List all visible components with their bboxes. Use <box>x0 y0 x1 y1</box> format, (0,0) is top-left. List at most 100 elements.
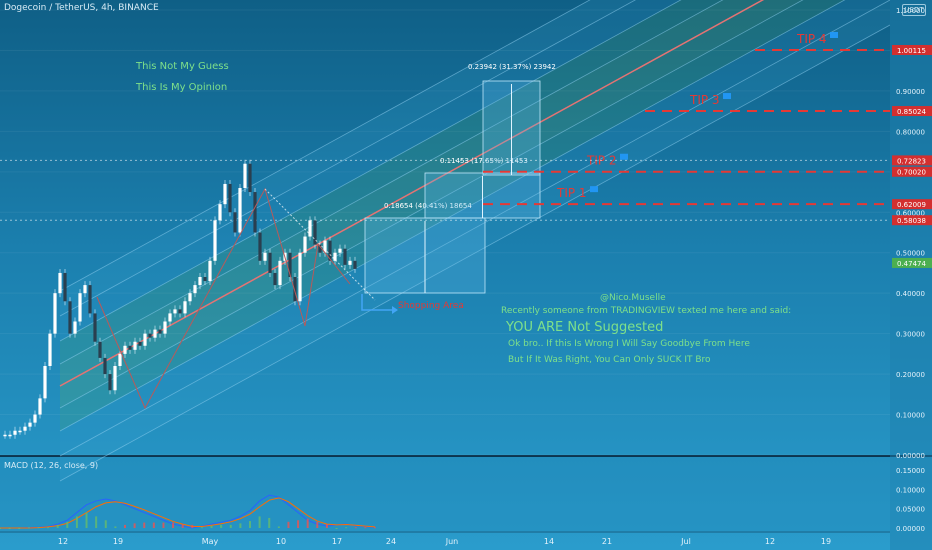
measure-label: 0.23942 (31.37%) 23942 <box>468 63 556 71</box>
channel-line <box>59 0 846 432</box>
candle <box>158 329 162 334</box>
note-opinion: This Is My Opinion <box>136 82 228 93</box>
candle <box>73 321 77 334</box>
macd-histogram-bar <box>345 527 348 529</box>
macd-histogram-bar <box>124 524 126 528</box>
candle <box>18 430 22 433</box>
target-flag-icon <box>620 153 628 160</box>
candle <box>53 293 57 334</box>
note-line2: YOU ARE Not Suggested <box>506 320 664 335</box>
macd-y-tick-label: 0.10000 <box>896 486 925 494</box>
candle <box>88 285 92 314</box>
candle <box>268 252 272 273</box>
macd-histogram-bar <box>220 524 223 528</box>
macd-histogram-bar <box>27 527 30 529</box>
channel-line <box>59 0 724 365</box>
macd-histogram-bar <box>18 528 21 529</box>
target-label: TIP 3 <box>689 93 720 107</box>
macd-histogram-bar <box>335 528 338 529</box>
candle <box>113 366 117 391</box>
candle <box>233 212 237 233</box>
candle <box>333 252 337 261</box>
candle <box>188 293 192 302</box>
shopping-arrow-head <box>392 306 398 314</box>
candle <box>343 248 347 265</box>
target-flag-icon <box>723 93 731 100</box>
candle <box>48 333 52 366</box>
y-tick-label: 1.10000 <box>896 7 925 15</box>
measure-label: 0.11453 (17.65%) 11453 <box>440 157 528 165</box>
target-label: TIP 1 <box>556 186 587 200</box>
macd-histogram-bar <box>229 524 232 528</box>
price-tag-label: 0.58038 <box>897 217 926 225</box>
macd-histogram-bar <box>114 526 117 528</box>
macd-histogram-bar <box>47 527 50 529</box>
price-tag <box>892 166 932 177</box>
candle <box>273 272 277 286</box>
target-flag-icon <box>590 186 598 193</box>
x-tick-label: May <box>202 537 219 546</box>
currency-badge[interactable]: USDT <box>902 4 926 16</box>
macd-title: MACD (12, 26, close, 9) <box>4 461 99 470</box>
channel-line <box>59 0 682 342</box>
candle <box>228 183 232 213</box>
macd-histogram-bar <box>66 521 69 528</box>
zigzag-line <box>96 187 351 410</box>
x-tick-label: 19 <box>113 537 123 546</box>
candle <box>13 430 17 435</box>
candle <box>83 285 87 294</box>
signal-line <box>0 497 376 529</box>
candle <box>313 220 317 245</box>
candle <box>253 192 257 233</box>
x-tick-label: 10 <box>276 537 286 546</box>
price-tag <box>892 257 932 268</box>
macd-histogram-bar <box>75 516 78 528</box>
price-tag-label: 0.47474 <box>897 260 926 268</box>
macd-panel-bg <box>0 457 890 531</box>
macd-histogram-bar <box>85 512 88 528</box>
candle <box>278 260 282 286</box>
x-tick-label: 19 <box>821 537 831 546</box>
macd-histogram-bar <box>258 516 261 528</box>
macd-histogram-bar <box>0 528 1 529</box>
candle <box>43 366 47 399</box>
macd-histogram-bar <box>249 521 251 528</box>
x-tick-label: 17 <box>332 537 342 546</box>
price-axis-bg <box>890 0 932 550</box>
chart-title: Dogecoin / TetherUS, 4h, BINANCE <box>4 3 159 13</box>
y-tick-label: 0.40000 <box>896 290 925 298</box>
macd-histogram-bar <box>143 522 146 528</box>
channel-band <box>60 0 890 481</box>
candle <box>353 260 357 269</box>
candle <box>138 341 142 346</box>
target-label: TIP 4 <box>796 32 827 46</box>
x-tick-label: Jun <box>445 537 459 546</box>
candle <box>238 188 242 233</box>
candle <box>293 277 297 302</box>
price-tag <box>892 199 932 210</box>
candle <box>168 313 172 322</box>
macd-histogram-bar <box>95 516 98 528</box>
y-tick-label: 0.20000 <box>896 371 925 379</box>
note-author: @Nico.Muselle <box>600 293 666 303</box>
macd-histogram-bar <box>104 520 107 528</box>
macd-histogram-bar <box>287 521 290 528</box>
note-line3: Ok bro.. If this Is Wrong I Will Say Goo… <box>508 339 750 349</box>
candle <box>38 398 42 415</box>
candle <box>98 341 102 358</box>
x-tick-label: 24 <box>386 537 396 546</box>
macd-histogram-bar <box>268 517 271 528</box>
channel-line <box>59 0 891 457</box>
candle <box>128 345 132 350</box>
candle <box>203 277 207 282</box>
price-tag <box>892 44 932 55</box>
candle <box>153 329 157 338</box>
macd-y-tick-label: 0.05000 <box>896 506 925 514</box>
candle <box>68 301 72 334</box>
y-tick-label: 0.60000 <box>896 209 925 217</box>
candle <box>8 434 12 437</box>
macd-y-tick-label: 0.00000 <box>896 525 925 533</box>
macd-histogram-bar <box>37 527 40 529</box>
